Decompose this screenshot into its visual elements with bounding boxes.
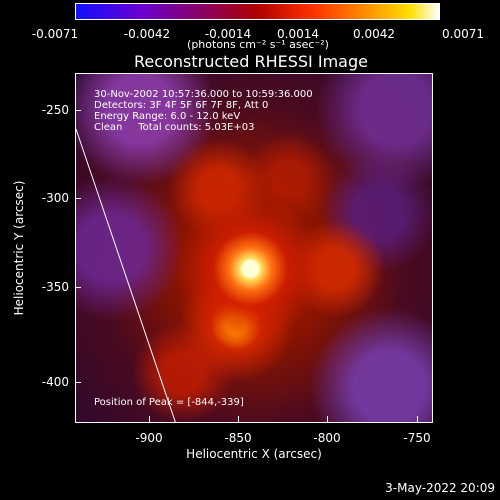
y-tick-label: -300 xyxy=(41,191,69,205)
x-tick-mark xyxy=(149,416,150,422)
x-tick-mark xyxy=(238,416,239,422)
y-axis-label: Heliocentric Y (arcsec) xyxy=(12,180,26,316)
x-tick-label: -750 xyxy=(403,431,431,445)
y-tick-mark xyxy=(75,198,81,199)
y-tick-mark xyxy=(75,287,81,288)
y-tick-label: -350 xyxy=(41,280,69,294)
plot-date: 3-May-2022 20:09 xyxy=(385,481,495,495)
x-tick-mark xyxy=(327,416,328,422)
y-tick-mark xyxy=(75,382,81,383)
colorbar-tick-label: 0.0042 xyxy=(353,27,395,41)
y-tick-mark xyxy=(75,110,81,111)
colorbar-tick-label: 0.0071 xyxy=(442,27,484,41)
x-axis-label: Heliocentric X (arcsec) xyxy=(186,447,322,461)
y-tick-label: -400 xyxy=(41,375,69,389)
colorbar-tick-label: -0.0042 xyxy=(123,27,171,41)
colorbar-units: (photons cm⁻² s⁻¹ asec⁻²) xyxy=(187,38,329,51)
x-tick-mark xyxy=(417,416,418,422)
colorbar-tick-label: 0.0014 xyxy=(277,27,319,41)
x-tick-label: -850 xyxy=(224,431,252,445)
annotation-energy-range: Energy Range: 6.0 - 12.0 keV xyxy=(94,111,241,122)
annotation-time-range: 30-Nov-2002 10:57:36.000 to 10:59:36.000 xyxy=(94,89,313,100)
x-tick-label: -900 xyxy=(135,431,163,445)
annotation-detectors: Detectors: 3F 4F 5F 6F 7F 8F, Att 0 xyxy=(94,100,269,111)
y-tick-label: -250 xyxy=(41,103,69,117)
solar-limb-line xyxy=(76,128,176,422)
peak-position: Position of Peak = [-844,-339] xyxy=(94,397,244,408)
colorbar-tick-label: -0.0014 xyxy=(204,27,252,41)
colorbar-tick-label: -0.0071 xyxy=(31,27,79,41)
annotation-total-counts: Clean Total counts: 5.03E+03 xyxy=(94,122,255,133)
rhessi-image: 30-Nov-2002 10:57:36.000 to 10:59:36.000… xyxy=(75,73,433,423)
plot-title: Reconstructed RHESSI Image xyxy=(134,52,368,71)
x-tick-label: -800 xyxy=(313,431,341,445)
colorbar xyxy=(75,3,440,20)
